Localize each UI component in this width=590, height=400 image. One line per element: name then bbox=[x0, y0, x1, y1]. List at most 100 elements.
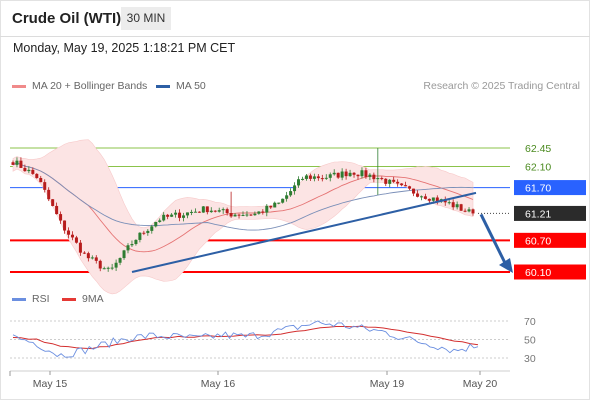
candle-body bbox=[39, 178, 43, 183]
rsi-tick-50: 50 bbox=[524, 335, 536, 347]
candle-body bbox=[31, 169, 35, 174]
candle-body bbox=[336, 172, 340, 178]
candle-body bbox=[225, 209, 229, 214]
candle-body bbox=[122, 250, 126, 259]
support-trendline bbox=[131, 191, 477, 273]
candle-body bbox=[257, 211, 261, 214]
candle-body bbox=[285, 195, 289, 199]
forecast-arrow-head bbox=[499, 258, 513, 273]
rsi-swatch bbox=[12, 297, 26, 301]
legend-rsi: RSI bbox=[12, 293, 50, 305]
candle-body bbox=[253, 213, 257, 216]
candle-body bbox=[209, 210, 213, 213]
bollinger-bands bbox=[12, 139, 474, 295]
candle-body bbox=[332, 172, 336, 175]
candle-body bbox=[364, 170, 368, 177]
candle-body bbox=[376, 178, 380, 180]
level-label-61-70: 61.70 bbox=[525, 183, 551, 195]
candle-body bbox=[281, 198, 285, 203]
candle-body bbox=[249, 214, 253, 216]
candle-body bbox=[408, 186, 412, 189]
candle-body bbox=[344, 171, 348, 177]
legend-ma50-label: MA 50 bbox=[176, 80, 206, 92]
candle-body bbox=[178, 212, 182, 218]
candle-body bbox=[86, 253, 90, 259]
candle-body bbox=[106, 267, 110, 269]
candle-body bbox=[328, 174, 332, 178]
level-label-62-45: 62.45 bbox=[525, 143, 551, 155]
candle-body bbox=[19, 160, 23, 168]
chart-header: Crude Oil (WTI) 30 MIN bbox=[0, 0, 590, 36]
level-label-60-70: 60.70 bbox=[525, 235, 551, 247]
candle-body bbox=[35, 173, 39, 179]
candle-body bbox=[201, 206, 205, 213]
candle-body bbox=[166, 214, 170, 217]
candle-body bbox=[261, 211, 265, 213]
candle-body bbox=[110, 267, 114, 269]
candle-body bbox=[340, 171, 344, 178]
candle-body bbox=[348, 172, 352, 177]
candle-body bbox=[90, 257, 94, 259]
header-divider bbox=[0, 36, 590, 37]
legend-9ma: 9MA bbox=[62, 293, 104, 305]
candle-body bbox=[404, 185, 408, 187]
candle-body bbox=[63, 220, 67, 231]
candle-body bbox=[245, 214, 249, 216]
candle-body bbox=[98, 260, 102, 269]
candle-body bbox=[400, 183, 404, 186]
level-label-61-21: 61.21 bbox=[525, 208, 551, 220]
candle-body bbox=[55, 205, 59, 215]
candle-body bbox=[59, 214, 63, 221]
candle-body bbox=[74, 237, 78, 243]
candle-body bbox=[356, 174, 360, 177]
instrument-title: Crude Oil (WTI) bbox=[12, 10, 122, 27]
candle-body bbox=[277, 202, 281, 204]
candle-body bbox=[380, 178, 384, 180]
candle-body bbox=[435, 197, 439, 202]
legend-ma50: MA 50 bbox=[156, 80, 206, 92]
candle-body bbox=[118, 258, 122, 263]
timeframe-badge[interactable]: 30 MIN bbox=[121, 7, 171, 30]
candle-body bbox=[467, 209, 471, 212]
candle-body bbox=[269, 205, 273, 208]
candle-body bbox=[78, 242, 82, 253]
candle-body bbox=[415, 193, 419, 197]
candle-body bbox=[451, 202, 455, 208]
candle-body bbox=[27, 169, 31, 172]
candle-body bbox=[372, 174, 376, 180]
candle-body bbox=[15, 160, 19, 165]
candle-body bbox=[412, 188, 416, 194]
candle-body bbox=[43, 182, 47, 190]
level-label-61-21-bg bbox=[514, 205, 586, 221]
candle-body bbox=[384, 178, 388, 184]
candle-body bbox=[316, 176, 320, 179]
candle-body bbox=[273, 202, 277, 208]
research-credit: Research © 2025 Trading Central bbox=[423, 80, 580, 92]
candle-body bbox=[241, 214, 245, 216]
candle-body bbox=[459, 204, 463, 211]
candle-body bbox=[213, 210, 217, 212]
x-tick-label: May 16 bbox=[201, 378, 236, 390]
candle-body bbox=[265, 205, 269, 213]
candle-body bbox=[126, 245, 130, 251]
candle-body bbox=[471, 209, 475, 214]
x-tick-label: May 15 bbox=[33, 378, 68, 390]
chart-datetime: Monday, May 19, 2025 1:18:21 PM CET bbox=[13, 41, 236, 55]
candle-body bbox=[67, 230, 71, 235]
candle-body bbox=[150, 226, 154, 231]
candle-body bbox=[352, 172, 356, 175]
legend-9ma-label: 9MA bbox=[82, 293, 104, 305]
candle-body bbox=[134, 239, 138, 245]
candle-body bbox=[197, 211, 201, 213]
level-label-60-70-bg bbox=[514, 232, 586, 248]
candle-body bbox=[300, 178, 304, 180]
level-label-61-70-bg bbox=[514, 180, 586, 196]
candle-body bbox=[320, 178, 324, 180]
candle-body bbox=[368, 174, 372, 177]
candle-body bbox=[423, 196, 427, 199]
legend-ma20: MA 20 + Bollinger Bands bbox=[12, 80, 147, 92]
candle-body bbox=[102, 268, 106, 270]
candle-body bbox=[396, 181, 400, 184]
candle-body bbox=[221, 209, 225, 211]
